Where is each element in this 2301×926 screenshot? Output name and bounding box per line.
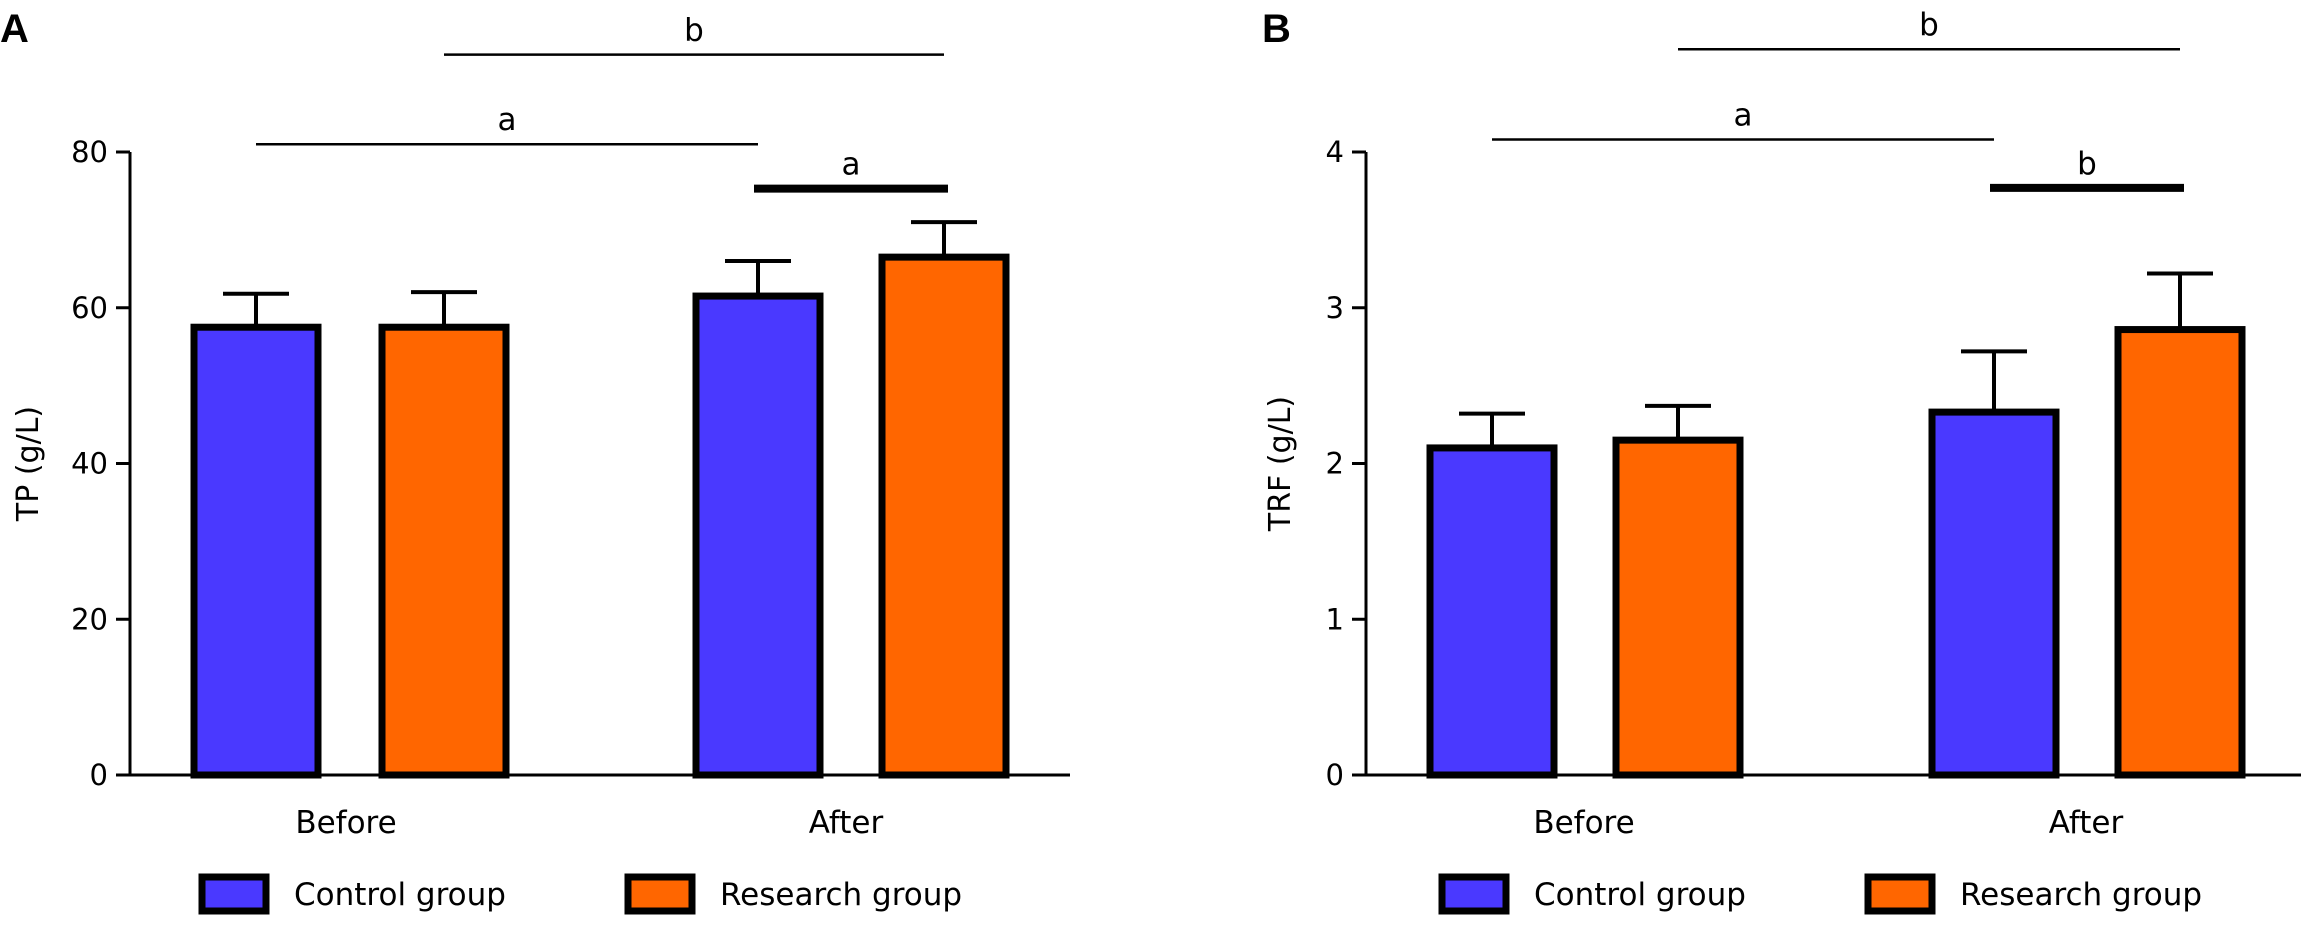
x-tick-label: After [2049,805,2124,841]
bar [692,292,824,779]
y-axis-label: TRF (g/L) [1263,396,1298,532]
x-tick-label: After [809,805,884,841]
legend-label: Research group [1960,877,2202,913]
significance-label: a [498,102,517,138]
y-tick-label: 2 [1326,447,1344,481]
bar [2114,326,2246,779]
bar [1928,408,2060,779]
legend-label: Research group [720,877,962,913]
panel-label: A [0,7,29,51]
legend-label: Control group [294,877,506,913]
legend-swatch [624,873,696,915]
significance-label: b [684,13,704,49]
bar [190,323,322,779]
y-tick-label: 40 [71,447,108,481]
bar [1426,444,1558,779]
legend-swatch [1438,873,1510,915]
y-axis-label: TP (g/L) [11,406,46,522]
bar [878,253,1010,779]
y-tick-label: 0 [90,758,108,792]
significance-label: b [1919,7,1939,43]
panel-B: B 0 1 2 3 4 TRF (g/L) Before After a b b Control gro… [1262,7,2301,915]
legend-label: Control group [1534,877,1746,913]
y-tick-label: 60 [71,291,108,325]
bar [378,323,510,779]
y-tick-label: 0 [1326,758,1344,792]
significance-label: a [842,147,861,183]
x-tick-label: Before [295,805,396,841]
significance-label: b [2077,146,2097,182]
bar [1612,436,1744,779]
y-tick-label: 3 [1326,291,1344,325]
panel-label: B [1262,7,1291,51]
significance-label: a [1734,98,1753,134]
y-tick-label: 20 [71,602,108,636]
y-tick-label: 4 [1326,135,1344,169]
x-tick-label: Before [1533,805,1634,841]
legend-swatch [1864,873,1936,915]
y-tick-label: 1 [1326,602,1344,636]
legend-swatch [198,873,270,915]
panel-A: A 0 20 40 60 80 TP (g/L) Before After a b a Control … [0,7,1070,915]
y-tick-label: 80 [71,135,108,169]
